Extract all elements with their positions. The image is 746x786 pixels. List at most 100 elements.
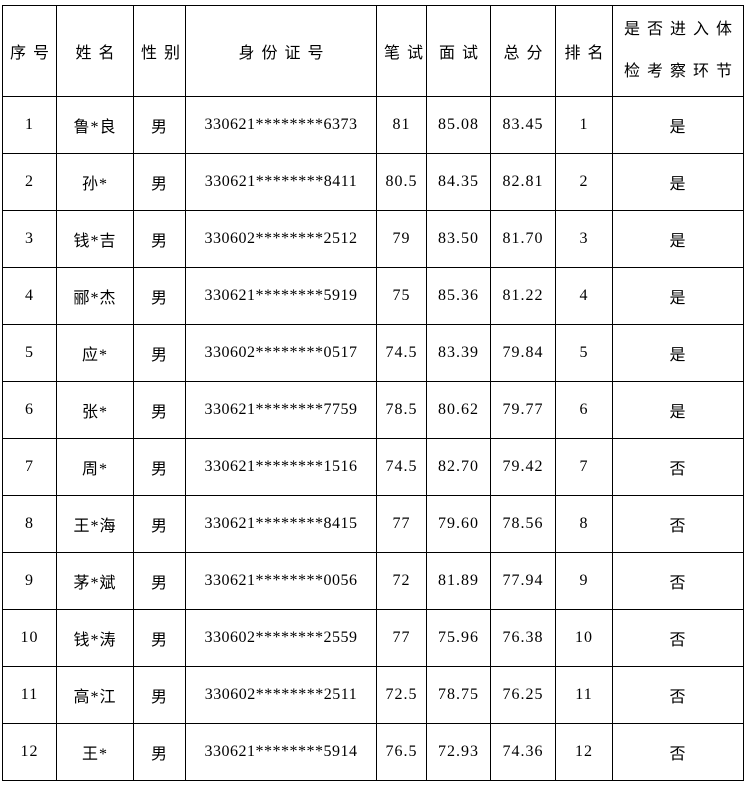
cell-gender: 男	[133, 552, 186, 610]
cell-rank: 4	[555, 267, 613, 325]
cell-index: 8	[2, 495, 57, 553]
cell-rank: 2	[555, 153, 613, 211]
table-row: 2 孙* 男 330621********8411 80.5 84.35 82.81 2 是	[2, 153, 744, 211]
cell-gender: 男	[133, 267, 186, 325]
cell-index: 10	[2, 609, 57, 667]
cell-rank: 7	[555, 438, 613, 496]
cell-id_number: 330621********8415	[185, 495, 377, 553]
cell-written: 75	[376, 267, 427, 325]
cell-gender: 男	[133, 324, 186, 382]
cell-interview: 72.93	[426, 723, 491, 781]
cell-interview: 81.89	[426, 552, 491, 610]
cell-name: 鲁*良	[56, 96, 134, 154]
table-row: 5 应* 男 330602********0517 74.5 83.39 79.84 5 是	[2, 324, 744, 382]
header-index: 序号	[2, 5, 57, 97]
cell-gender: 男	[133, 723, 186, 781]
cell-total: 76.38	[490, 609, 556, 667]
cell-rank: 8	[555, 495, 613, 553]
table-body: 1 鲁*良男 330621********6373 81 85.08 83.45 1 是 2 孙*…	[2, 96, 744, 781]
table-row: 8 王*海男 330621********8415 77 79.60 78.56 8 否	[2, 495, 744, 553]
cell-interview: 84.35	[426, 153, 491, 211]
cell-written: 81	[376, 96, 427, 154]
cell-gender: 男	[133, 438, 186, 496]
header-written: 笔试	[376, 5, 427, 97]
cell-total: 77.94	[490, 552, 556, 610]
cell-rank: 1	[555, 96, 613, 154]
cell-advance: 否	[612, 438, 744, 496]
cell-index: 12	[2, 723, 57, 781]
cell-advance: 否	[612, 495, 744, 553]
cell-written: 77	[376, 495, 427, 553]
header-gender: 性别	[133, 5, 186, 97]
cell-advance: 是	[612, 153, 744, 211]
table-header: 序号 姓名 性别 身份证号 笔试 面试 总分 排名 是否进入体 检考察环节	[2, 5, 744, 97]
cell-id_number: 330621********6373	[185, 96, 377, 154]
cell-rank: 5	[555, 324, 613, 382]
header-advance-line: 检考察环节	[623, 63, 739, 80]
cell-total: 78.56	[490, 495, 556, 553]
header-total: 总分	[490, 5, 556, 97]
cell-rank: 10	[555, 609, 613, 667]
cell-interview: 85.08	[426, 96, 491, 154]
cell-name: 张*	[56, 381, 134, 439]
cell-gender: 男	[133, 210, 186, 268]
cell-total: 74.36	[490, 723, 556, 781]
cell-total: 79.42	[490, 438, 556, 496]
cell-total: 79.84	[490, 324, 556, 382]
table-row: 6 张* 男 330621********7759 78.5 80.62 79.77 6 是	[2, 381, 744, 439]
cell-written: 74.5	[376, 324, 427, 382]
cell-id_number: 330602********0517	[185, 324, 377, 382]
cell-interview: 82.70	[426, 438, 491, 496]
header-rank: 排名	[555, 5, 613, 97]
header-advance-line: 是否进入体	[623, 21, 739, 38]
cell-id_number: 330621********0056	[185, 552, 377, 610]
cell-name: 孙*	[56, 153, 134, 211]
table-row: 10 钱*涛男 330602********2559 77 75.96 76.38 10 否	[2, 609, 744, 667]
cell-advance: 否	[612, 609, 744, 667]
cell-name: 高*江	[56, 666, 134, 724]
cell-advance: 是	[612, 324, 744, 382]
cell-written: 79	[376, 210, 427, 268]
cell-written: 78.5	[376, 381, 427, 439]
cell-id_number: 330621********1516	[185, 438, 377, 496]
cell-rank: 12	[555, 723, 613, 781]
header-name: 姓名	[56, 5, 134, 97]
cell-name: 郦*杰	[56, 267, 134, 325]
cell-index: 4	[2, 267, 57, 325]
cell-total: 81.70	[490, 210, 556, 268]
cell-interview: 80.62	[426, 381, 491, 439]
cell-name: 王*海	[56, 495, 134, 553]
cell-rank: 6	[555, 381, 613, 439]
cell-name: 钱*吉	[56, 210, 134, 268]
cell-id_number: 330621********8411	[185, 153, 377, 211]
cell-interview: 75.96	[426, 609, 491, 667]
cell-interview: 83.39	[426, 324, 491, 382]
cell-written: 74.5	[376, 438, 427, 496]
header-advance: 是否进入体检考察环节	[612, 5, 744, 97]
cell-advance: 是	[612, 210, 744, 268]
cell-gender: 男	[133, 609, 186, 667]
cell-total: 79.77	[490, 381, 556, 439]
cell-name: 应*	[56, 324, 134, 382]
cell-id_number: 330621********7759	[185, 381, 377, 439]
cell-total: 83.45	[490, 96, 556, 154]
cell-gender: 男	[133, 153, 186, 211]
score-table: 序号 姓名 性别 身份证号 笔试 面试 总分 排名 是否进入体 检考察环节 1 鲁*良男 330621…	[2, 5, 744, 781]
cell-advance: 否	[612, 552, 744, 610]
cell-index: 2	[2, 153, 57, 211]
cell-index: 3	[2, 210, 57, 268]
cell-name: 茅*斌	[56, 552, 134, 610]
cell-advance: 否	[612, 666, 744, 724]
table-row: 4 郦*杰男 330621********5919 75 85.36 81.22 4 是	[2, 267, 744, 325]
cell-written: 77	[376, 609, 427, 667]
table-row: 11 高*江男 330602********2511 72.5 78.75 76.25 11…	[2, 666, 744, 724]
cell-name: 钱*涛	[56, 609, 134, 667]
cell-advance: 否	[612, 723, 744, 781]
cell-gender: 男	[133, 96, 186, 154]
cell-written: 72.5	[376, 666, 427, 724]
cell-index: 5	[2, 324, 57, 382]
cell-name: 周*	[56, 438, 134, 496]
cell-interview: 83.50	[426, 210, 491, 268]
table-row: 9 茅*斌男 330621********0056 72 81.89 77.94 9 否	[2, 552, 744, 610]
cell-rank: 11	[555, 666, 613, 724]
